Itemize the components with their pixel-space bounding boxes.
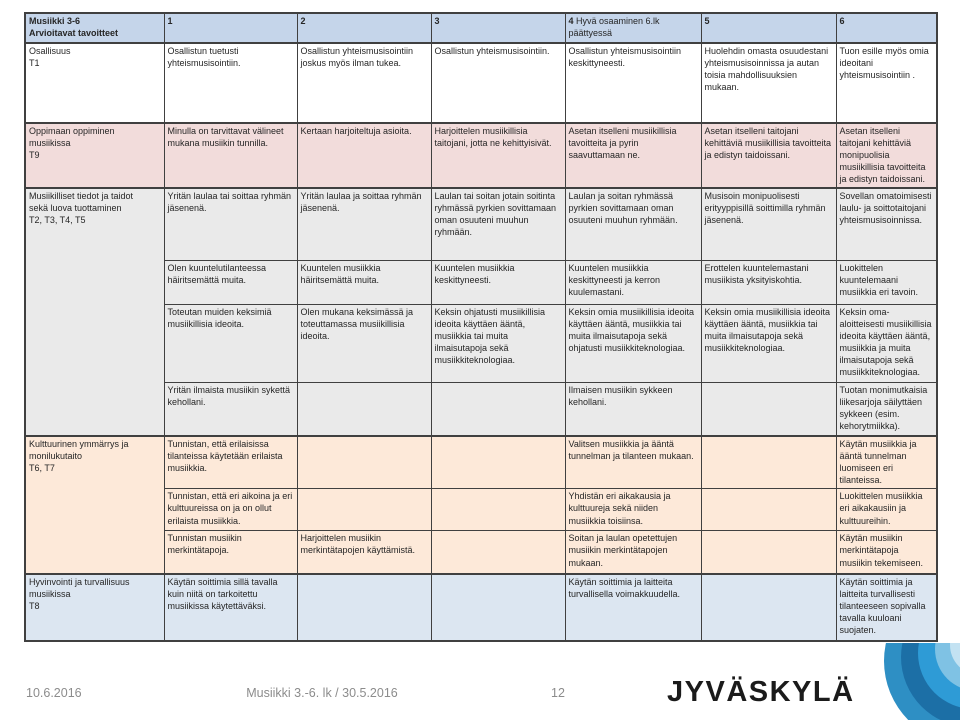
header-cell-3: 3	[430, 12, 566, 44]
objective-cell-s3-r0-c6: Käytän musiikkia ja ääntä tunnelman luom…	[835, 435, 938, 490]
section-label-0: Osallisuus T1	[24, 42, 165, 124]
objective-cell-s3-r1-c4: Yhdistän eri aikakausia ja kulttuureja s…	[564, 488, 702, 532]
objective-cell-s0-r0-c6: Tuon esille myös omia ideoitani yhteismu…	[835, 42, 938, 124]
objectives-table: Musiikki 3-6 Arvioitavat tavoitteet 1 2 3 4 …	[24, 12, 938, 642]
section-label-4: Hyvinvointi ja turvallisuus musiikissa T…	[24, 572, 165, 642]
objective-cell-s3-r1-c2	[296, 488, 432, 532]
objective-cell-s0-r0-c2: Osallistun yhteismusisointiin joskus myö…	[296, 42, 432, 124]
jyvaskyla-swirl-icon	[884, 643, 960, 720]
swirl-band	[950, 643, 960, 668]
objective-cell-s3-r0-c2	[296, 435, 432, 490]
objective-cell-s4-r0-c5	[700, 572, 837, 642]
objective-cell-s2-r1-c3: Kuuntelen musiikkia keskittyneesti.	[430, 259, 566, 305]
objective-cell-s2-r0-c4: Laulan ja soitan ryhmässä pyrkien sovitt…	[564, 187, 702, 261]
objective-cell-s4-r0-c6: Käytän soittimia ja laitteita turvallise…	[835, 572, 938, 642]
header-cell-4: 4 Hyvä osaaminen 6.lk päättyessä	[564, 12, 702, 44]
header-cell-0: Musiikki 3-6 Arvioitavat tavoitteet	[24, 12, 165, 44]
objective-cell-s2-r1-c5: Erottelen kuuntelemastani musiikista yks…	[700, 259, 837, 305]
footer-date: 10.6.2016	[26, 686, 82, 700]
objective-cell-s2-r3-c4: Ilmaisen musiikin sykkeen kehollani.	[564, 381, 702, 437]
objective-cell-s2-r2-c6: Keksin oma-aloitteisesti musiikillisia i…	[835, 303, 938, 383]
objective-cell-s2-r2-c3: Keksin ohjatusti musiikillisia ideoita k…	[430, 303, 566, 383]
objective-cell-s3-r0-c1: Tunnistan, että erilaisissa tilanteissa …	[163, 435, 298, 490]
section-label-2: Musiikilliset tiedot ja taidot sekä luov…	[24, 187, 165, 437]
objective-cell-s2-r0-c1: Yritän laulaa tai soittaa ryhmän jäsenen…	[163, 187, 298, 261]
objective-cell-s2-r1-c4: Kuuntelen musiikkia keskittyneesti ja ke…	[564, 259, 702, 305]
table-body: Osallisuus T1 Osallistun tuetusti yhteism…	[24, 42, 938, 642]
objective-cell-s2-r3-c6: Tuotan monimutkaisia liikesarjoja säilyt…	[835, 381, 938, 437]
table-header: Musiikki 3-6 Arvioitavat tavoitteet 1 2 3 4 …	[24, 12, 938, 44]
objective-cell-s4-r0-c4: Käytän soittimia ja laitteita turvallise…	[564, 572, 702, 642]
objective-cell-s3-r2-c1: Tunnistan musiikin merkintätapoja.	[163, 530, 298, 575]
objective-cell-s3-r2-c3	[430, 530, 566, 575]
objective-cell-s1-r0-c5: Asetan itselleni taitojani kehittäviä mu…	[700, 121, 837, 189]
objective-cell-s2-r3-c3	[430, 381, 566, 437]
section-label-1: Oppimaan oppiminen musiikissa T9	[24, 121, 165, 189]
header-cell-6: 6	[835, 12, 938, 44]
objective-cell-s2-r3-c1: Yritän ilmaista musiikin sykettä keholla…	[163, 381, 298, 437]
objective-cell-s0-r0-c1: Osallistun tuetusti yhteismusisointiin.	[163, 42, 298, 124]
objective-cell-s4-r0-c2	[296, 572, 432, 642]
header-cell-1: 1	[163, 12, 298, 44]
objective-cell-s3-r1-c6: Luokittelen musiikkia eri aikakausiin ja…	[835, 488, 938, 532]
objective-cell-s3-r2-c2: Harjoittelen musiikin merkintätapojen kä…	[296, 530, 432, 575]
header-cell-2: 2	[296, 12, 432, 44]
objective-cell-s2-r2-c5: Keksin omia musiikillisia ideoita käyttä…	[700, 303, 837, 383]
jyvaskyla-logo-text: JYVÄSKYLÄ	[667, 676, 855, 708]
objective-cell-s3-r2-c4: Soitan ja laulan opetettujen musiikin me…	[564, 530, 702, 575]
objective-cell-s3-r0-c4: Valitsen musiikkia ja ääntä tunnelman ja…	[564, 435, 702, 490]
footer-title: Musiikki 3.-6. lk / 30.5.2016	[246, 686, 398, 700]
objective-cell-s1-r0-c2: Kertaan harjoiteltuja asioita.	[296, 121, 432, 189]
objective-cell-s2-r1-c1: Olen kuuntelutilanteessa häiritsemättä m…	[163, 259, 298, 305]
objective-cell-s0-r0-c5: Huolehdin omasta osuudestani yhteismusis…	[700, 42, 837, 124]
section-label-3: Kulttuurinen ymmärrys ja monilukutaito T…	[24, 435, 165, 575]
objective-cell-s2-r2-c4: Keksin omia musiikillisia ideoita käyttä…	[564, 303, 702, 383]
objective-cell-s4-r0-c3	[430, 572, 566, 642]
objective-cell-s4-r0-c1: Käytän soittimia sillä tavalla kuin niit…	[163, 572, 298, 642]
objective-cell-s3-r0-c3	[430, 435, 566, 490]
objective-cell-s0-r0-c4: Osallistun yhteismusisointiin keskittyne…	[564, 42, 702, 124]
objective-cell-s2-r0-c5: Musisoin monipuolisesti erityyppisillä s…	[700, 187, 837, 261]
objective-cell-s2-r3-c5	[700, 381, 837, 437]
objective-cell-s3-r1-c3	[430, 488, 566, 532]
objective-cell-s0-r0-c3: Osallistun yhteismusisointiin.	[430, 42, 566, 124]
footer-page-number: 12	[551, 686, 565, 700]
objective-cell-s2-r0-c3: Laulan tai soitan jotain soitinta ryhmäs…	[430, 187, 566, 261]
objective-cell-s1-r0-c4: Asetan itselleni musiikillisia tavoittei…	[564, 121, 702, 189]
header-cell-5: 5	[700, 12, 837, 44]
objective-cell-s2-r2-c2: Olen mukana keksimässä ja toteuttamassa …	[296, 303, 432, 383]
objective-cell-s3-r1-c5	[700, 488, 837, 532]
objective-cell-s3-r0-c5	[700, 435, 837, 490]
objective-cell-s2-r0-c2: Yritän laulaa ja soittaa ryhmän jäsenenä…	[296, 187, 432, 261]
objective-cell-s2-r1-c2: Kuuntelen musiikkia häiritsemättä muita.	[296, 259, 432, 305]
objective-cell-s1-r0-c6: Asetan itselleni taitojani kehittäviä mo…	[835, 121, 938, 189]
objective-cell-s2-r2-c1: Toteutan muiden keksimiä musiikillisia i…	[163, 303, 298, 383]
objective-cell-s1-r0-c3: Harjoittelen musiikillisia taitojani, jo…	[430, 121, 566, 189]
objective-cell-s3-r2-c6: Käytän musiikin merkintätapoja musiikin …	[835, 530, 938, 575]
objective-cell-s2-r1-c6: Luokittelen kuuntelemaani musiikkia eri …	[835, 259, 938, 305]
objective-cell-s1-r0-c1: Minulla on tarvittavat välineet mukana m…	[163, 121, 298, 189]
objective-cell-s2-r3-c2	[296, 381, 432, 437]
objective-cell-s3-r1-c1: Tunnistan, että eri aikoina ja eri kultt…	[163, 488, 298, 532]
objective-cell-s2-r0-c6: Sovellan omatoimisesti laulu- ja soittot…	[835, 187, 938, 261]
objective-cell-s3-r2-c5	[700, 530, 837, 575]
